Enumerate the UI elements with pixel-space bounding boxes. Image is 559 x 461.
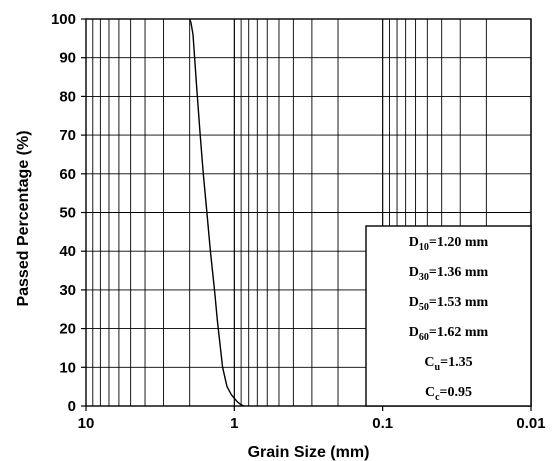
annotation-line: Cu=1.35 [424, 355, 472, 373]
y-tick-label: 0 [68, 398, 76, 415]
x-tick-label: 0.01 [516, 415, 545, 432]
y-tick-label: 60 [59, 166, 76, 183]
y-tick-label: 90 [59, 50, 76, 67]
x-tick-label: 0.1 [372, 415, 393, 432]
annotation-line: D10=1.20 mm [409, 235, 489, 253]
y-axis-title: Passed Percentage (%) [15, 130, 32, 306]
series-group [189, 18, 245, 407]
x-tick-label: 1 [230, 415, 238, 432]
y-tick-label: 50 [59, 205, 76, 222]
annotation-line: D30=1.36 mm [409, 265, 489, 283]
annotation-line: D60=1.62 mm [409, 325, 489, 343]
y-tick-label: 100 [51, 11, 76, 28]
annotation-box: D10=1.20 mm D30=1.36 mm D50=1.53 mm D60=1.6… [365, 225, 532, 407]
y-tick-label: 20 [59, 321, 76, 338]
x-tick-label: 10 [78, 415, 95, 432]
y-tick-label: 30 [59, 282, 76, 299]
annotation-line: D50=1.53 mm [409, 295, 489, 313]
y-tick-label: 80 [59, 88, 76, 105]
annotation-box-frame [365, 225, 532, 407]
y-tick-label: 10 [59, 359, 76, 376]
y-tick-label: 40 [59, 243, 76, 260]
y-tick-label: 70 [59, 127, 76, 144]
x-axis-title: Grain Size (mm) [248, 444, 370, 461]
series-line [189, 18, 245, 407]
annotation-line: Cc=0.95 [425, 385, 472, 403]
